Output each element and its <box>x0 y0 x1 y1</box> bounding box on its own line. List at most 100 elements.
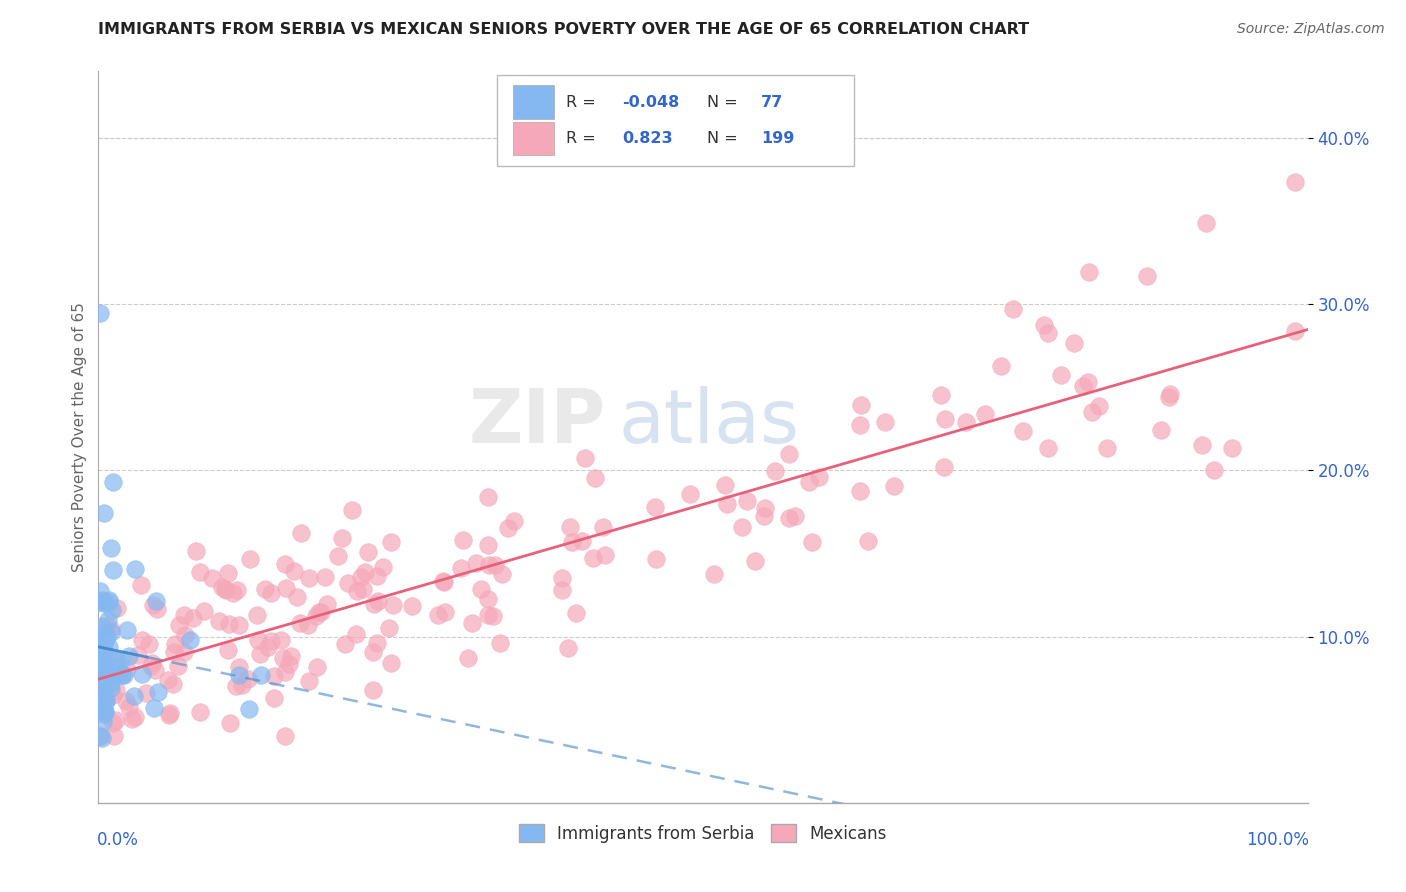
Point <box>111 668 134 682</box>
Point <box>271 650 294 665</box>
Point <box>433 574 456 589</box>
Point <box>91 619 114 633</box>
Point <box>477 607 499 622</box>
Point <box>1080 405 1102 419</box>
Point <box>477 538 499 552</box>
Point <box>105 660 128 674</box>
Point <box>112 668 135 682</box>
Point <box>173 627 195 641</box>
Point <box>167 617 190 632</box>
Point <box>129 578 152 592</box>
Point <box>363 645 385 659</box>
Point <box>450 561 472 575</box>
Point <box>246 607 269 622</box>
Point <box>1063 336 1085 351</box>
Point <box>263 690 285 705</box>
Point <box>249 667 271 681</box>
Point <box>735 494 758 508</box>
Point <box>228 668 250 682</box>
Point <box>752 508 775 523</box>
Point <box>583 471 606 485</box>
Point <box>457 651 479 665</box>
Point <box>380 534 402 549</box>
Point <box>778 511 800 525</box>
Point <box>778 447 800 461</box>
Point <box>188 705 211 719</box>
Point <box>100 681 122 695</box>
Point <box>1157 390 1180 404</box>
Point <box>297 617 319 632</box>
Point <box>1284 324 1306 338</box>
Point <box>1150 424 1173 438</box>
Point <box>89 583 111 598</box>
Point <box>955 416 977 430</box>
Point <box>357 545 380 559</box>
Point <box>382 598 405 612</box>
Point <box>89 676 111 690</box>
Point <box>496 521 519 535</box>
Point <box>91 656 114 670</box>
Point <box>481 608 503 623</box>
Text: N =: N = <box>707 95 737 110</box>
Point <box>731 520 754 534</box>
Text: 0.0%: 0.0% <box>97 830 139 848</box>
Point <box>91 640 114 654</box>
Point <box>274 665 297 680</box>
Point <box>156 673 179 687</box>
Point <box>366 568 388 582</box>
Point <box>336 575 359 590</box>
Point <box>217 642 239 657</box>
Point <box>1087 399 1109 413</box>
Point <box>465 556 488 570</box>
Point <box>352 582 374 596</box>
Point <box>121 713 143 727</box>
Point <box>93 706 115 721</box>
Point <box>1011 424 1033 438</box>
Point <box>93 643 115 657</box>
Point <box>93 625 115 640</box>
Text: 0.823: 0.823 <box>621 131 672 146</box>
Point <box>90 646 112 660</box>
FancyBboxPatch shape <box>513 122 554 155</box>
Point <box>221 586 243 600</box>
Point <box>644 500 666 515</box>
Point <box>105 600 128 615</box>
Point <box>89 729 111 743</box>
Point <box>118 649 141 664</box>
Point <box>90 629 112 643</box>
Point <box>290 525 312 540</box>
Point <box>131 666 153 681</box>
Point <box>91 652 114 666</box>
Point <box>367 594 389 608</box>
Point <box>103 729 125 743</box>
Point <box>167 659 190 673</box>
Point <box>159 706 181 720</box>
Text: 100.0%: 100.0% <box>1246 830 1309 848</box>
Point <box>131 633 153 648</box>
Point <box>340 503 363 517</box>
Point <box>231 678 253 692</box>
Point <box>115 663 138 677</box>
Point <box>800 534 823 549</box>
Point <box>228 618 250 632</box>
Point <box>703 567 725 582</box>
Point <box>91 655 114 669</box>
Point <box>270 633 292 648</box>
Text: -0.048: -0.048 <box>621 95 679 110</box>
Point <box>101 715 124 730</box>
Point <box>849 483 872 498</box>
Point <box>181 611 204 625</box>
Point <box>283 564 305 578</box>
Point <box>215 583 238 598</box>
Point <box>111 667 134 681</box>
Point <box>124 562 146 576</box>
Point <box>679 486 702 500</box>
Point <box>1191 438 1213 452</box>
Text: R =: R = <box>567 95 596 110</box>
Point <box>117 624 139 638</box>
Point <box>1033 318 1056 332</box>
Point <box>256 640 278 655</box>
Point <box>138 637 160 651</box>
Point <box>797 475 820 489</box>
Point <box>139 658 162 673</box>
